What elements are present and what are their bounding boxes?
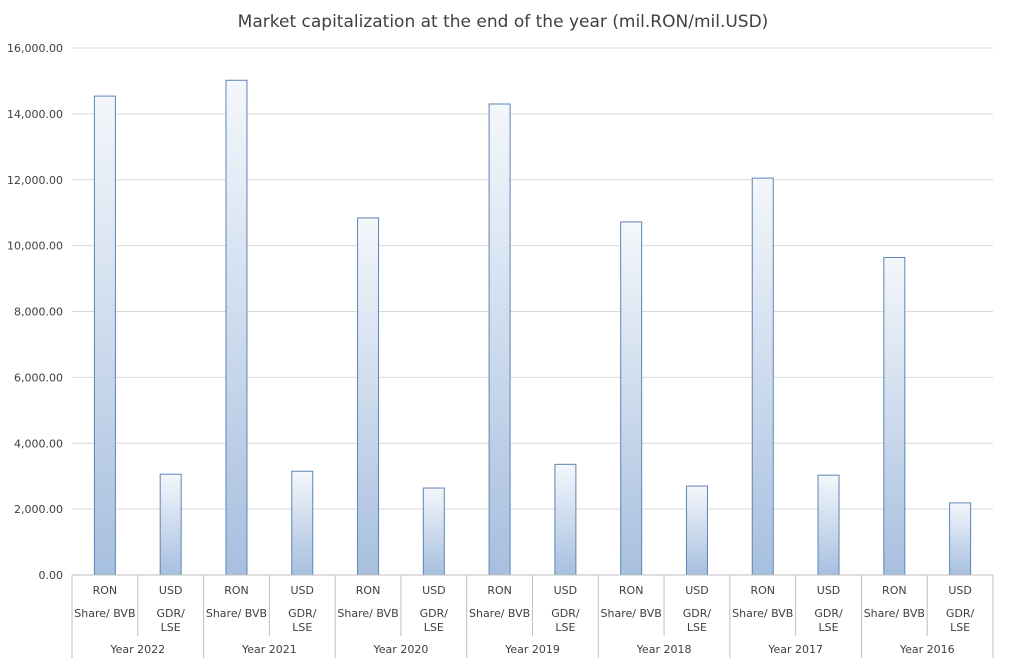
x-tick-label-currency: RON [93, 584, 118, 597]
x-tick-label-market: Share/ BVB [206, 607, 267, 620]
x-tick-label-currency: USD [817, 584, 841, 597]
y-tick-label: 14,000.00 [7, 108, 63, 121]
x-tick-label-currency: USD [554, 584, 578, 597]
bar [685, 485, 708, 576]
x-tick-label-currency: RON [619, 584, 644, 597]
x-tick-label-market: Share/ BVB [732, 607, 793, 620]
x-tick-label-currency: USD [159, 584, 183, 597]
x-tick-label-market: GDR/ [946, 607, 975, 620]
y-tick-label: 6,000.00 [14, 371, 63, 384]
x-tick-label-currency: USD [422, 584, 446, 597]
x-tick-label-market: LSE [424, 621, 444, 634]
bar [554, 463, 577, 576]
bar [422, 487, 445, 576]
x-tick-label-market: GDR/ [288, 607, 317, 620]
bar [357, 217, 380, 576]
x-tick-label-currency: RON [750, 584, 775, 597]
x-tick-label-market: LSE [950, 621, 970, 634]
x-tick-label-market: Share/ BVB [601, 607, 662, 620]
y-tick-label: 8,000.00 [14, 306, 63, 319]
x-tick-label-currency: USD [290, 584, 314, 597]
x-tick-label-currency: RON [356, 584, 381, 597]
bar [225, 79, 248, 576]
bar [93, 95, 116, 576]
x-tick-label-market: GDR/ [551, 607, 580, 620]
bar [291, 470, 314, 576]
x-tick-label-year: Year 2016 [899, 643, 955, 656]
bar [817, 474, 840, 576]
x-tick-label-year: Year 2021 [241, 643, 297, 656]
y-tick-label: 12,000.00 [7, 174, 63, 187]
x-tick-label-market: Share/ BVB [864, 607, 925, 620]
x-tick-label-market: LSE [161, 621, 181, 634]
y-tick-label: 4,000.00 [14, 437, 63, 450]
x-tick-label-currency: USD [948, 584, 972, 597]
y-tick-label: 10,000.00 [7, 240, 63, 253]
x-tick-label-currency: RON [224, 584, 249, 597]
x-tick-label-market: LSE [292, 621, 312, 634]
x-tick-label-year: Year 2019 [504, 643, 560, 656]
y-tick-label: 2,000.00 [14, 503, 63, 516]
y-tick-label: 16,000.00 [7, 42, 63, 55]
bar [883, 256, 906, 576]
bar [751, 177, 774, 576]
bars [93, 79, 972, 576]
gridlines [72, 47, 993, 576]
x-tick-label-year: Year 2020 [373, 643, 429, 656]
bar [159, 473, 182, 576]
x-tick-label-currency: RON [882, 584, 907, 597]
x-tick-label-market: GDR/ [157, 607, 186, 620]
y-tick-label: 0.00 [39, 569, 64, 582]
x-tick-label-market: LSE [819, 621, 839, 634]
x-tick-label-market: Share/ BVB [337, 607, 398, 620]
x-tick-label-year: Year 2017 [767, 643, 823, 656]
x-tick-label-market: GDR/ [683, 607, 712, 620]
x-tick-label-market: Share/ BVB [74, 607, 135, 620]
bar [620, 221, 643, 576]
x-tick-label-market: LSE [687, 621, 707, 634]
x-tick-label-year: Year 2018 [636, 643, 692, 656]
x-tick-label-market: Share/ BVB [469, 607, 530, 620]
x-tick-label-market: LSE [555, 621, 575, 634]
x-axis: RON Share/ BVB USD GDR/LSE Year 2022 RON Share… [71, 574, 994, 658]
x-tick-label-currency: USD [685, 584, 709, 597]
bar [949, 502, 972, 576]
chart-title: Market capitalization at the end of the … [238, 12, 769, 32]
bar [488, 103, 511, 576]
x-tick-label-currency: RON [487, 584, 512, 597]
y-axis: 0.00 2,000.00 4,000.00 6,000.00 8,000.00 10,0… [7, 42, 63, 582]
x-tick-label-market: GDR/ [814, 607, 843, 620]
x-tick-label-year: Year 2022 [109, 643, 165, 656]
x-tick-label-market: GDR/ [420, 607, 449, 620]
